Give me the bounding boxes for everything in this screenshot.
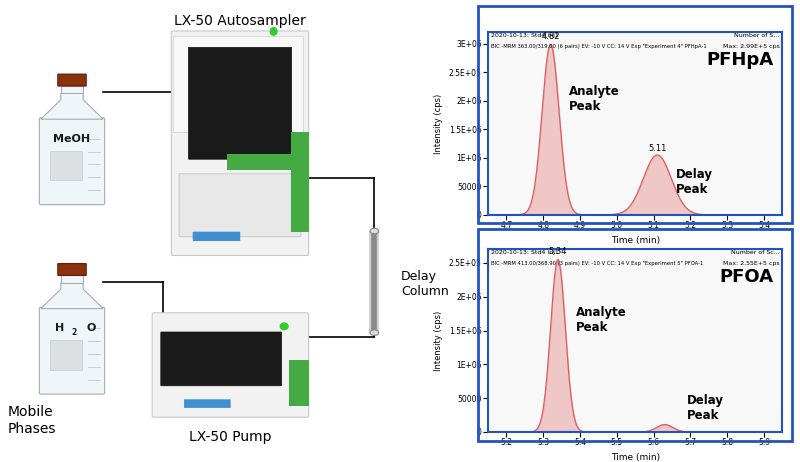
Text: BIC -MRM 413.00/368.90 (3 pairs) EV: -10 V CC: 14 V Exp "Experiment 5" PFOA-1: BIC -MRM 413.00/368.90 (3 pairs) EV: -10…: [491, 261, 703, 266]
Text: BIC -MRM 363.00/319.00 (6 pairs) EV: -10 V CC: 14 V Exp "Experiment 4" PFHpA-1: BIC -MRM 363.00/319.00 (6 pairs) EV: -10…: [491, 44, 706, 49]
Ellipse shape: [279, 322, 289, 330]
Text: O: O: [86, 323, 96, 333]
Text: Delay
Peak: Delay Peak: [676, 168, 713, 196]
FancyBboxPatch shape: [179, 174, 301, 237]
FancyBboxPatch shape: [291, 132, 309, 232]
Text: 4.82: 4.82: [542, 32, 560, 41]
Text: Max: 2.99E+5 cps: Max: 2.99E+5 cps: [722, 44, 779, 49]
FancyBboxPatch shape: [39, 118, 105, 205]
FancyBboxPatch shape: [184, 399, 230, 408]
Text: Analyte
Peak: Analyte Peak: [576, 306, 627, 334]
Text: Delay
Column: Delay Column: [401, 270, 449, 298]
Ellipse shape: [370, 330, 378, 335]
X-axis label: Time (min): Time (min): [610, 453, 660, 462]
FancyBboxPatch shape: [189, 48, 291, 159]
Text: Delay
Peak: Delay Peak: [686, 394, 724, 422]
FancyBboxPatch shape: [58, 74, 86, 86]
Polygon shape: [41, 93, 103, 119]
FancyBboxPatch shape: [193, 231, 240, 241]
FancyBboxPatch shape: [174, 36, 303, 133]
FancyBboxPatch shape: [152, 313, 309, 417]
Text: LX-50 Autosampler: LX-50 Autosampler: [174, 14, 306, 28]
Text: Analyte
Peak: Analyte Peak: [569, 85, 620, 113]
Polygon shape: [41, 283, 103, 309]
FancyBboxPatch shape: [58, 263, 86, 275]
Text: 5.34: 5.34: [549, 247, 567, 256]
FancyBboxPatch shape: [50, 151, 82, 181]
FancyBboxPatch shape: [289, 360, 309, 406]
Text: H: H: [55, 323, 65, 333]
Text: LX-50 Pump: LX-50 Pump: [189, 430, 272, 444]
Text: Number of S...: Number of S...: [734, 33, 779, 38]
Text: Mobile
Phases: Mobile Phases: [7, 405, 56, 436]
FancyBboxPatch shape: [61, 85, 83, 93]
FancyBboxPatch shape: [61, 275, 83, 283]
Ellipse shape: [270, 27, 278, 36]
FancyBboxPatch shape: [226, 154, 301, 170]
Text: Number of Sc...: Number of Sc...: [730, 250, 779, 255]
Text: PFHpA: PFHpA: [706, 50, 774, 68]
FancyBboxPatch shape: [161, 332, 282, 386]
Text: 2: 2: [72, 328, 77, 337]
X-axis label: Time (min): Time (min): [610, 236, 660, 245]
FancyBboxPatch shape: [171, 31, 309, 255]
Text: PFOA: PFOA: [719, 267, 774, 286]
Y-axis label: Intensity (cps): Intensity (cps): [434, 93, 443, 154]
Ellipse shape: [370, 228, 378, 234]
Text: 2020-10-13: Std4 inj1: 2020-10-13: Std4 inj1: [491, 33, 558, 38]
FancyBboxPatch shape: [50, 340, 82, 370]
Text: 5.11: 5.11: [648, 144, 666, 152]
FancyBboxPatch shape: [39, 307, 105, 394]
Text: Max: 2.55E+5 cps: Max: 2.55E+5 cps: [723, 261, 779, 266]
Text: 2020-10-13: Std4 inj1: 2020-10-13: Std4 inj1: [491, 250, 558, 255]
Y-axis label: Intensity (cps): Intensity (cps): [434, 310, 443, 371]
Text: MeOH: MeOH: [54, 134, 90, 144]
